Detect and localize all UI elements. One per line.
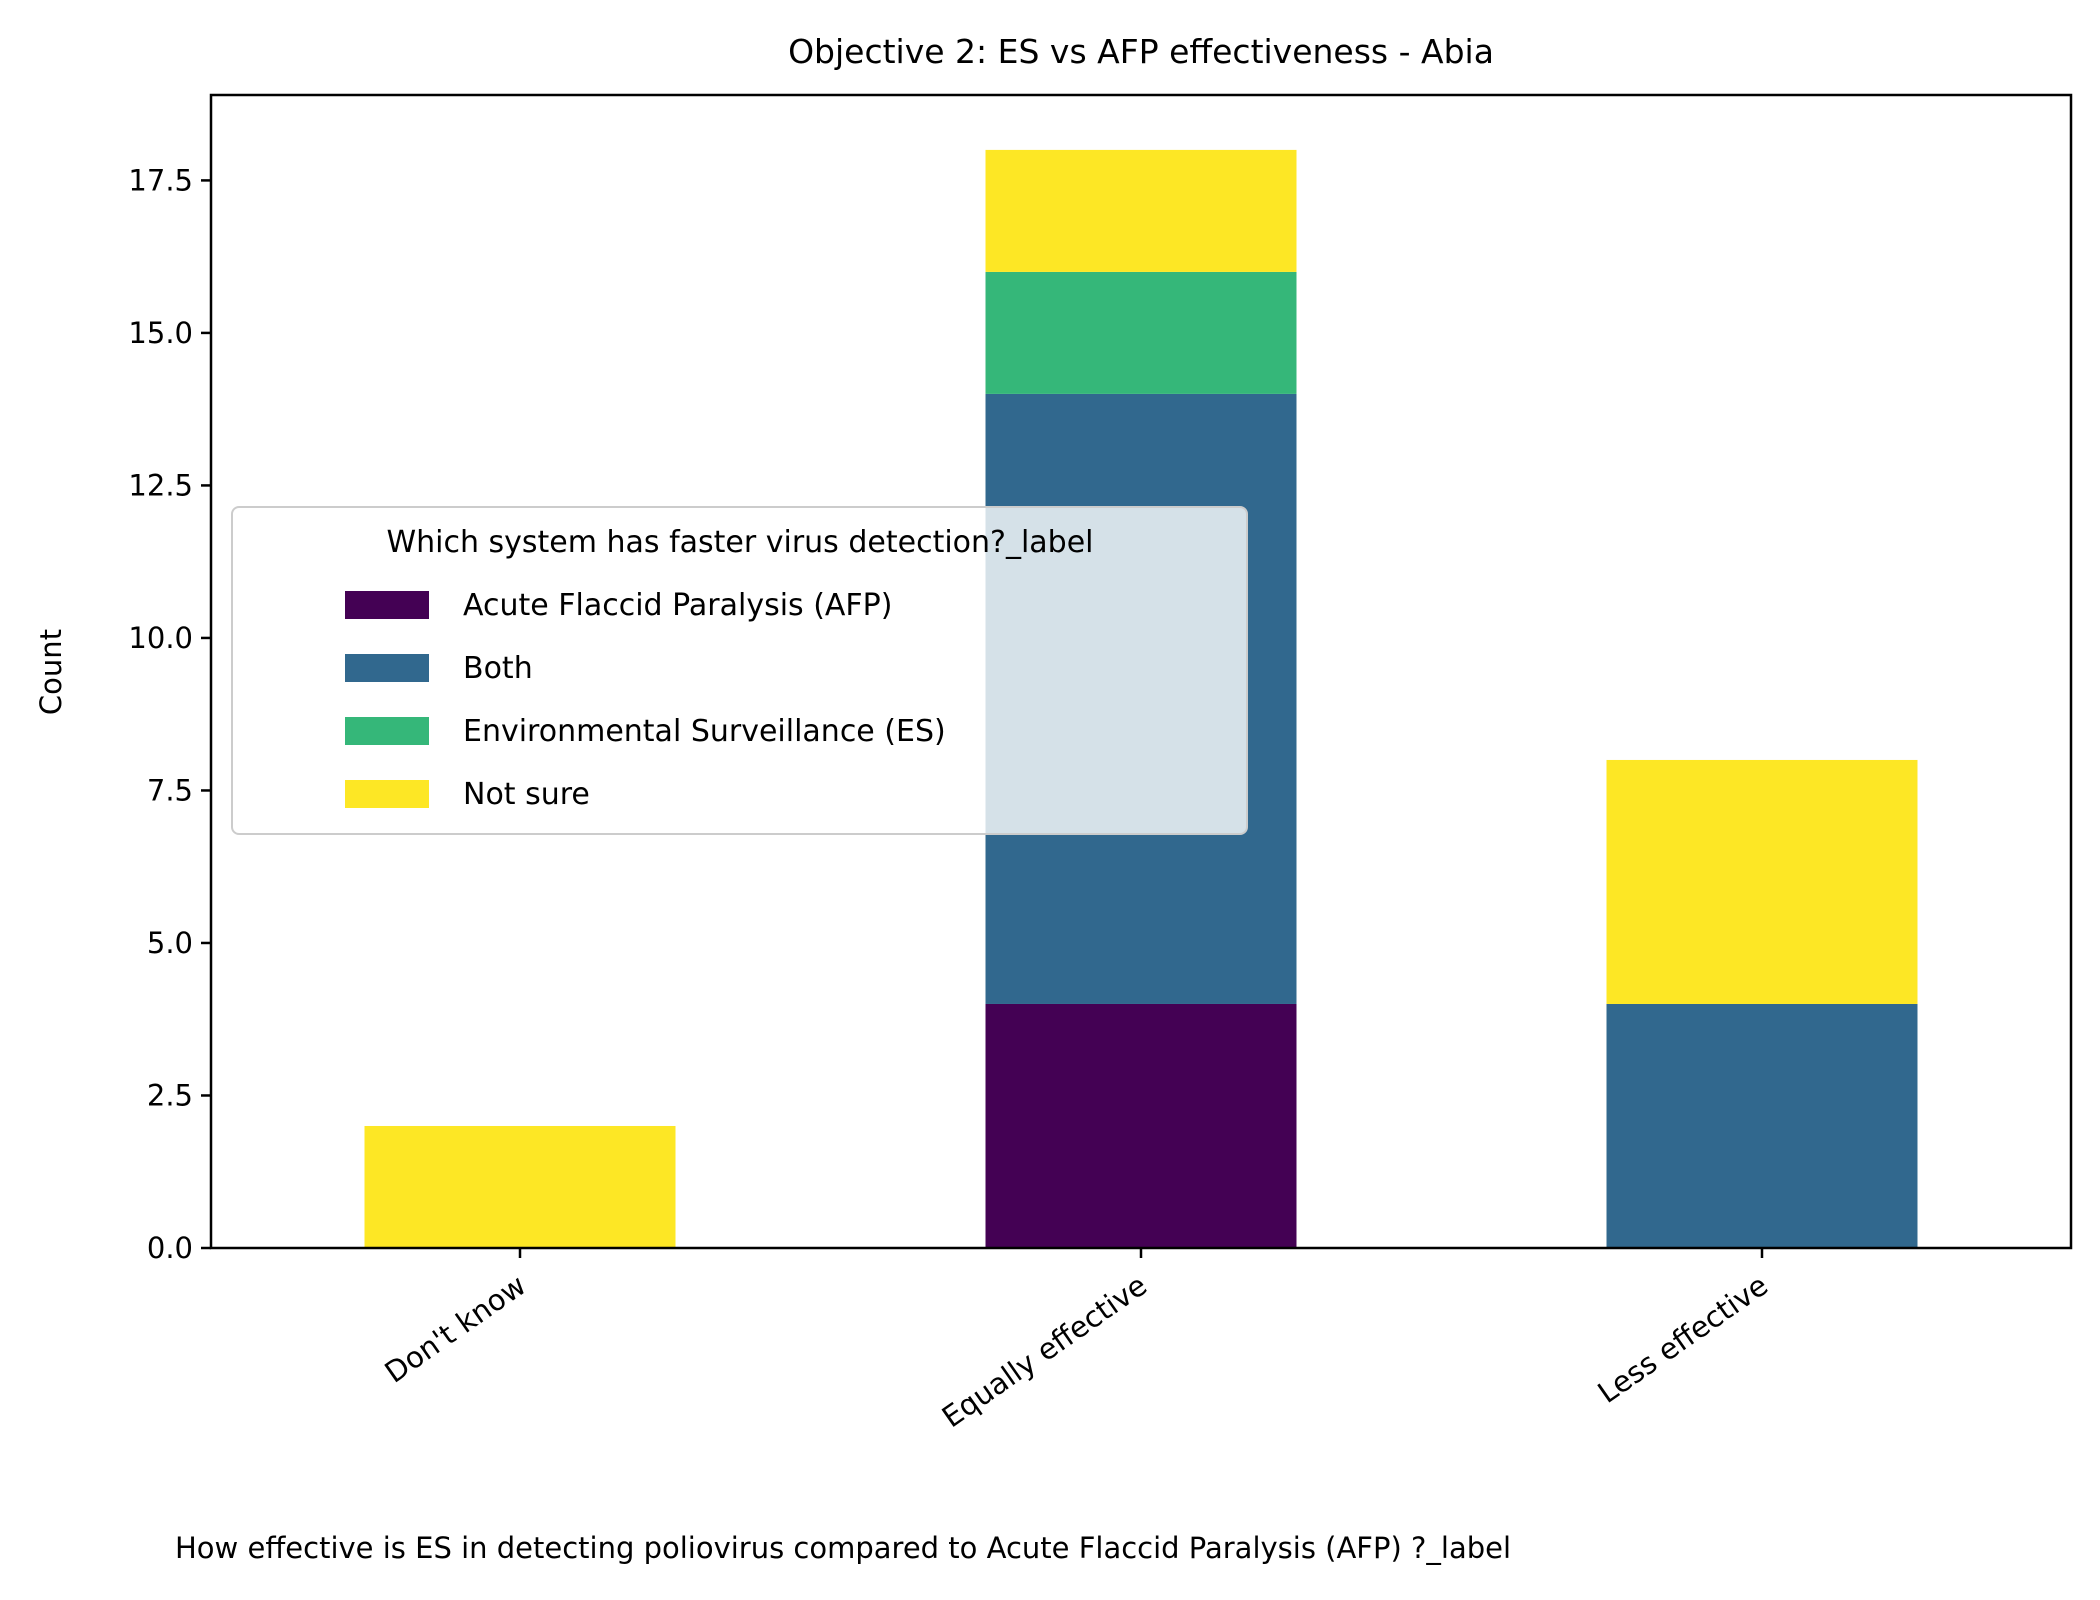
bar-equally-effective-not-sure (985, 149, 1297, 272)
legend-label-both: Both (463, 651, 533, 686)
legend-swatch-environmental-surveillance-es (345, 717, 429, 745)
legend-title: Which system has faster virus detection?… (386, 525, 1093, 560)
y-tick-label: 5.0 (147, 926, 193, 960)
legend-items: Acute Flaccid Paralysis (AFP) Both Environ… (345, 588, 946, 812)
x-axis: Don't know Equally effective Less effectiv… (378, 1248, 1774, 1434)
y-tick-label: 10.0 (128, 621, 193, 655)
bar-less-effective-both (1606, 1003, 1918, 1248)
legend-label-environmental-surveillance-es: Environmental Surveillance (ES) (463, 714, 946, 749)
x-tick-label-less-effective: Less effective (1592, 1268, 1774, 1410)
y-axis: 0.0 2.5 5.0 7.5 10.0 12.5 15.0 17.5 (128, 163, 211, 1265)
legend-label-not-sure: Not sure (463, 777, 590, 812)
y-tick-label: 15.0 (128, 316, 193, 350)
bar-don-t-know-not-sure (364, 1125, 676, 1248)
bar-equally-effective-environmental-surveillance-es (985, 271, 1297, 394)
x-tick-label-equally-effective: Equally effective (936, 1268, 1153, 1434)
bar-less-effective-not-sure (1606, 759, 1918, 1004)
legend-swatch-not-sure (345, 780, 429, 808)
legend-swatch-both (345, 654, 429, 682)
legend: Which system has faster virus detection?… (231, 506, 1248, 835)
legend-box (231, 506, 1248, 835)
x-axis-label: How effective is ES in detecting poliovi… (175, 1531, 1511, 1565)
y-axis-label: Count (34, 629, 68, 715)
y-tick-label: 7.5 (147, 773, 193, 807)
legend-swatch-acute-flaccid-paralysis-afp (345, 591, 429, 619)
chart-title: Objective 2: ES vs AFP effectiveness - A… (788, 32, 1494, 71)
y-tick-label: 17.5 (128, 163, 193, 197)
bar-equally-effective-acute-flaccid-paralysis-afp (985, 1003, 1297, 1248)
y-tick-label: 12.5 (128, 468, 193, 502)
legend-label-acute-flaccid-paralysis-afp: Acute Flaccid Paralysis (AFP) (463, 588, 892, 623)
y-tick-label: 0.0 (147, 1231, 193, 1265)
x-tick-label-don-t-know: Don't know (378, 1268, 532, 1390)
y-tick-label: 2.5 (147, 1078, 193, 1112)
